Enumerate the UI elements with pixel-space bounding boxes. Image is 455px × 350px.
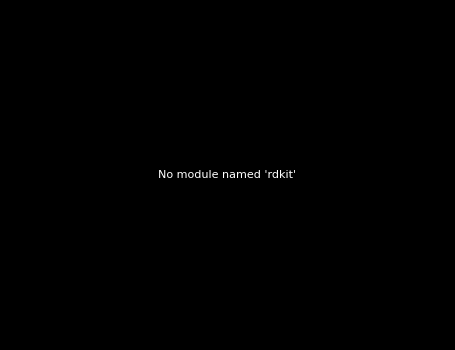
Text: No module named 'rdkit': No module named 'rdkit'	[158, 170, 297, 180]
